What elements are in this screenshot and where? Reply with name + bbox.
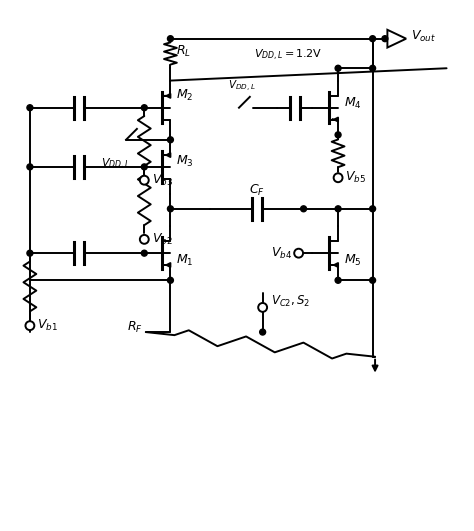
Text: $V_{b5}$: $V_{b5}$	[346, 170, 366, 185]
Circle shape	[167, 137, 173, 143]
Circle shape	[167, 206, 173, 212]
Text: $M_4$: $M_4$	[344, 96, 362, 112]
Circle shape	[141, 105, 147, 110]
Text: $V_{DD,L}$: $V_{DD,L}$	[101, 157, 131, 172]
Circle shape	[334, 173, 343, 182]
Circle shape	[26, 321, 34, 330]
Text: $V_{DD,L} = 1.2\mathrm{V}$: $V_{DD,L} = 1.2\mathrm{V}$	[254, 48, 323, 64]
Circle shape	[382, 36, 388, 41]
Circle shape	[167, 36, 173, 41]
Circle shape	[370, 65, 375, 71]
Text: $M_2$: $M_2$	[176, 88, 194, 103]
Circle shape	[301, 206, 307, 212]
Circle shape	[370, 36, 375, 41]
Text: $M_5$: $M_5$	[344, 253, 362, 268]
Circle shape	[335, 206, 341, 212]
Circle shape	[27, 105, 33, 110]
Circle shape	[370, 206, 375, 212]
Circle shape	[141, 164, 147, 170]
Circle shape	[141, 250, 147, 256]
Circle shape	[335, 277, 341, 283]
Text: $V_{b1}$: $V_{b1}$	[37, 318, 58, 333]
Text: $M_1$: $M_1$	[176, 253, 194, 268]
Circle shape	[140, 235, 149, 244]
Circle shape	[260, 329, 265, 335]
Circle shape	[335, 65, 341, 71]
Text: $R_F$: $R_F$	[128, 320, 143, 335]
Text: $R_L$: $R_L$	[176, 44, 191, 58]
Circle shape	[335, 132, 341, 138]
Text: $V_{b4}$: $V_{b4}$	[271, 246, 292, 261]
Text: $V_{out}$: $V_{out}$	[410, 29, 436, 44]
Text: $V_{DD,L}$: $V_{DD,L}$	[228, 79, 256, 94]
Text: $V_{b3}$: $V_{b3}$	[152, 173, 173, 188]
Circle shape	[258, 303, 267, 312]
Circle shape	[294, 249, 303, 258]
Circle shape	[27, 164, 33, 170]
Text: $V_{C2}, S_2$: $V_{C2}, S_2$	[271, 294, 310, 309]
Text: $M_3$: $M_3$	[176, 155, 194, 169]
Text: $V_{b2}$: $V_{b2}$	[152, 232, 173, 247]
Text: $C_F$: $C_F$	[249, 183, 264, 198]
Circle shape	[140, 176, 149, 185]
Circle shape	[27, 250, 33, 256]
Circle shape	[370, 277, 375, 283]
Circle shape	[167, 277, 173, 283]
